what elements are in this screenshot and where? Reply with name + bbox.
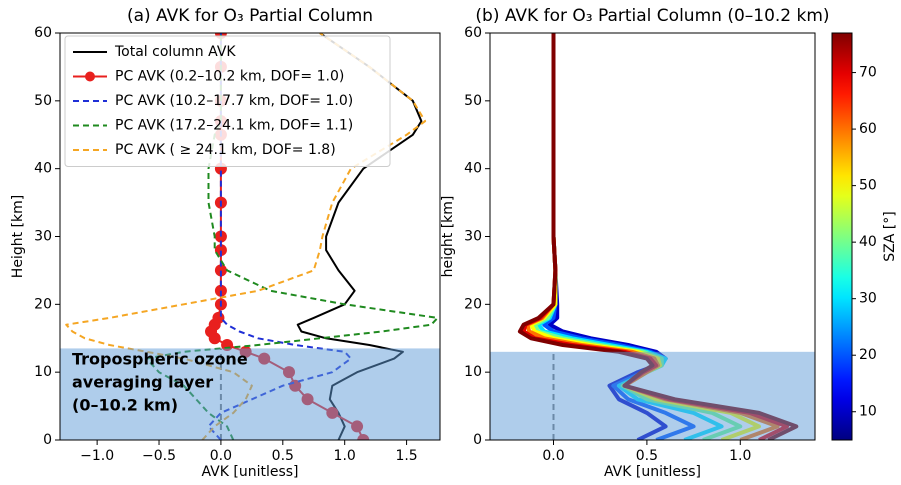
marker: [214, 264, 227, 277]
y-tick-label: 50: [34, 93, 52, 109]
y-tick-label: 10: [464, 364, 482, 380]
annotation: Tropospheric ozone: [72, 349, 248, 368]
marker: [214, 244, 227, 257]
y-tick-label: 30: [464, 229, 482, 245]
colorbar-tick-label: 60: [859, 121, 877, 137]
y-tick-label: 0: [43, 432, 52, 448]
x-tick-label: −1.0: [80, 448, 114, 464]
x-axis-label: AVK [unitless]: [201, 464, 298, 480]
y-tick-label: 40: [464, 161, 482, 177]
x-tick-label: 0.0: [210, 448, 232, 464]
y-tick-label: 40: [34, 161, 52, 177]
legend-label: PC AVK (10.2–17.7 km, DOF= 1.0): [115, 93, 353, 109]
y-tick-label: 60: [464, 25, 482, 41]
legend-label: PC AVK ( ≥ 24.1 km, DOF= 1.8): [115, 142, 336, 158]
colorbar-label: SZA [°]: [882, 211, 898, 261]
x-tick-label: −0.5: [142, 448, 176, 464]
colorbar: [831, 32, 853, 441]
title: (b) AVK for O₃ Partial Column (0–10.2 km…: [475, 6, 829, 26]
x-axis-label: AVK [unitless]: [604, 464, 701, 480]
legend-label: Total column AVK: [114, 44, 236, 60]
shaded-layer: [490, 351, 815, 440]
y-tick-label: 0: [473, 432, 482, 448]
y-tick-label: 10: [34, 364, 52, 380]
title: (a) AVK for O₃ Partial Column: [127, 6, 373, 26]
x-tick-label: 0.5: [272, 448, 294, 464]
y-axis-label: height [km]: [440, 196, 456, 278]
x-tick-label: 0.5: [636, 448, 658, 464]
x-tick-label: 1.5: [395, 448, 417, 464]
y-axis-label: Height [km]: [10, 195, 26, 278]
shaded-layer: [60, 348, 440, 440]
marker: [212, 311, 225, 324]
legend-label: PC AVK (0.2–10.2 km, DOF= 1.0): [115, 69, 344, 85]
y-tick-label: 60: [34, 25, 52, 41]
annotation: (0–10.2 km): [72, 395, 178, 414]
x-tick-label: 1.0: [334, 448, 356, 464]
legend-marker: [85, 71, 95, 82]
x-tick-label: 0.0: [542, 448, 564, 464]
legend-box: [64, 35, 391, 167]
y-tick-label: 20: [34, 296, 52, 312]
colorbar-tick-label: 40: [859, 234, 877, 250]
colorbar-tick-label: 70: [859, 65, 877, 81]
y-tick-label: 30: [34, 229, 52, 245]
colorbar-tick-label: 10: [859, 404, 877, 420]
colorbar-tick-label: 30: [859, 291, 877, 307]
y-tick-label: 50: [464, 93, 482, 109]
y-tick-label: 20: [464, 296, 482, 312]
legend-label: PC AVK (17.2–24.1 km, DOF= 1.1): [115, 118, 353, 134]
annotation: averaging layer: [72, 372, 213, 391]
x-tick-label: 1.0: [729, 448, 751, 464]
colorbar-tick-label: 50: [859, 178, 877, 194]
colorbar-tick-label: 20: [859, 347, 877, 363]
